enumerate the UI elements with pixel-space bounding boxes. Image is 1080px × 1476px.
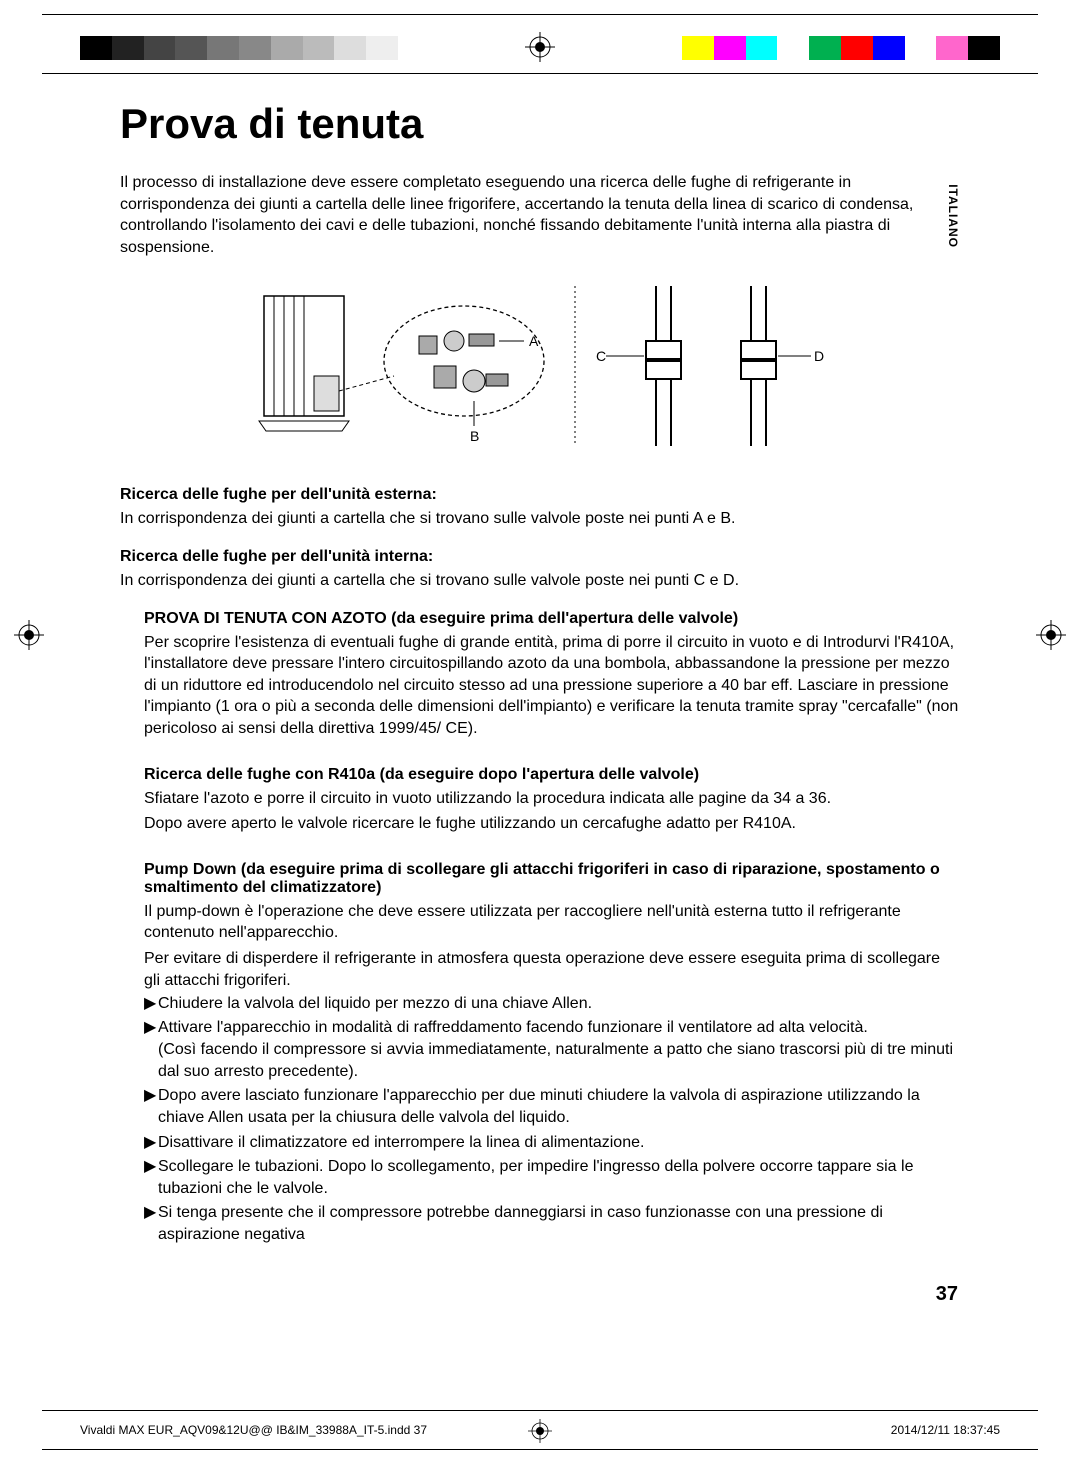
text-internal: In corrispondenza dei giunti a cartella … bbox=[120, 570, 960, 592]
bullet-item: ▶Dopo avere lasciato funzionare l'appare… bbox=[144, 1085, 960, 1129]
grayscale-strip bbox=[80, 36, 398, 60]
bullet-item: ▶Si tenga presente che il compressore po… bbox=[144, 1202, 960, 1246]
footer-bar: Vivaldi MAX EUR_AQV09&12U@@ IB&IM_33988A… bbox=[42, 1410, 1038, 1450]
label-a: A bbox=[529, 333, 539, 349]
registration-mark-bottom-icon bbox=[528, 1419, 552, 1446]
bullet-triangle-icon: ▶ bbox=[144, 1202, 158, 1246]
bullet-text: Chiudere la valvola del liquido per mezz… bbox=[158, 993, 960, 1015]
section-nitrogen: PROVA DI TENUTA CON AZOTO (da eseguire p… bbox=[144, 610, 960, 740]
text-nitrogen: Per scoprire l'esistenza di eventuali fu… bbox=[144, 632, 960, 740]
heading-r410a: Ricerca delle fughe con R410a (da esegui… bbox=[144, 766, 960, 784]
label-b: B bbox=[470, 428, 479, 444]
text-external: In corrispondenza dei giunti a cartella … bbox=[120, 508, 960, 530]
page-content: Prova di tenuta Il processo di installaz… bbox=[120, 100, 960, 1264]
bullet-triangle-icon: ▶ bbox=[144, 1017, 158, 1039]
label-c: C bbox=[596, 348, 606, 364]
text-r410a-1: Sfiatare l'azoto e porre il circuito in … bbox=[144, 788, 960, 810]
section-r410a: Ricerca delle fughe con R410a (da esegui… bbox=[144, 766, 960, 835]
footer-timestamp: 2014/12/11 18:37:45 bbox=[891, 1423, 1000, 1437]
registration-bar-top bbox=[42, 14, 1038, 74]
bullet-triangle-icon: ▶ bbox=[144, 1132, 158, 1154]
bullet-item: ▶Disattivare il climatizzatore ed interr… bbox=[144, 1132, 960, 1154]
pipe-fittings-diagram: C D bbox=[596, 286, 826, 446]
bullet-item: ▶Scollegare le tubazioni. Dopo lo scolle… bbox=[144, 1156, 960, 1200]
heading-nitrogen: PROVA DI TENUTA CON AZOTO (da eseguire p… bbox=[144, 610, 960, 628]
figure-row: A B C D bbox=[120, 286, 960, 446]
section-internal-leak: Ricerca delle fughe per dell'unità inter… bbox=[120, 548, 960, 592]
outdoor-unit-diagram: A B bbox=[254, 286, 554, 446]
section-pumpdown: Pump Down (da eseguire prima di scollega… bbox=[144, 861, 960, 1246]
bullet-item: ▶Chiudere la valvola del liquido per mez… bbox=[144, 993, 960, 1015]
text-pumpdown-2: Per evitare di disperdere il refrigerant… bbox=[144, 948, 960, 991]
registration-mark-right-icon bbox=[1036, 620, 1066, 655]
page-number: 37 bbox=[936, 1283, 958, 1306]
footer-filename: Vivaldi MAX EUR_AQV09&12U@@ IB&IM_33988A… bbox=[80, 1423, 427, 1437]
text-r410a-2: Dopo avere aperto le valvole ricercare l… bbox=[144, 813, 960, 835]
section-external-leak: Ricerca delle fughe per dell'unità ester… bbox=[120, 486, 960, 530]
bullet-text: Attivare l'apparecchio in modalità di ra… bbox=[158, 1017, 960, 1039]
label-d: D bbox=[814, 348, 824, 364]
bullet-subtext: (Così facendo il compressore si avvia im… bbox=[158, 1039, 960, 1083]
page-title: Prova di tenuta bbox=[120, 100, 960, 148]
heading-internal: Ricerca delle fughe per dell'unità inter… bbox=[120, 548, 960, 566]
bullet-triangle-icon: ▶ bbox=[144, 1085, 158, 1129]
text-pumpdown-1: Il pump-down è l'operazione che deve ess… bbox=[144, 901, 960, 944]
intro-text: Il processo di installazione deve essere… bbox=[120, 172, 960, 258]
bullet-text: Disattivare il climatizzatore ed interro… bbox=[158, 1132, 960, 1154]
bullet-triangle-icon: ▶ bbox=[144, 993, 158, 1015]
bullet-text: Si tenga presente che il compressore pot… bbox=[158, 1202, 960, 1246]
bullet-triangle-icon: ▶ bbox=[144, 1156, 158, 1200]
figure-separator bbox=[572, 286, 578, 446]
bullet-text: Scollegare le tubazioni. Dopo lo scolleg… bbox=[158, 1156, 960, 1200]
heading-pumpdown: Pump Down (da eseguire prima di scollega… bbox=[144, 861, 960, 897]
bullet-item: ▶Attivare l'apparecchio in modalità di r… bbox=[144, 1017, 960, 1039]
registration-mark-left-icon bbox=[14, 620, 44, 655]
heading-external: Ricerca delle fughe per dell'unità ester… bbox=[120, 486, 960, 504]
indented-sections: PROVA DI TENUTA CON AZOTO (da eseguire p… bbox=[144, 610, 960, 1246]
reg-line-bottom bbox=[42, 73, 1038, 74]
color-strip bbox=[682, 36, 1000, 60]
registration-mark-icon bbox=[525, 32, 555, 67]
bullet-text: Dopo avere lasciato funzionare l'apparec… bbox=[158, 1085, 960, 1129]
reg-line-top bbox=[42, 14, 1038, 15]
